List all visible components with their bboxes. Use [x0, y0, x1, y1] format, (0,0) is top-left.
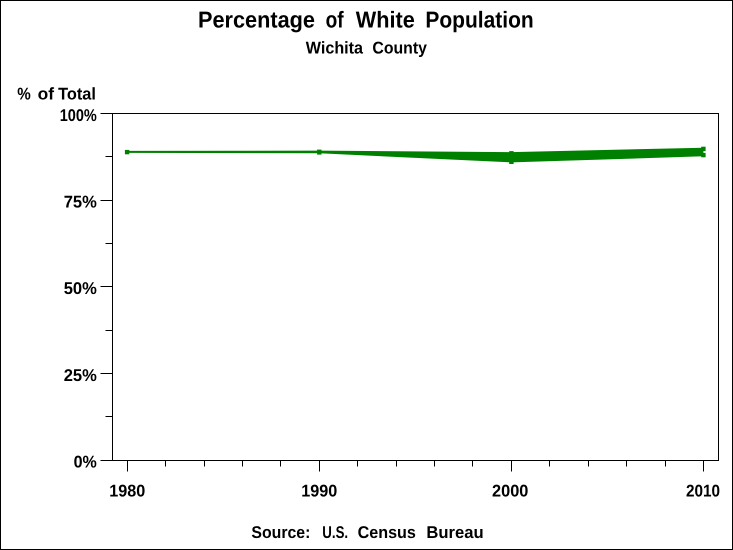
svg-text:25%: 25% — [64, 366, 97, 385]
svg-text:1990: 1990 — [301, 482, 337, 501]
svg-text:50%: 50% — [64, 279, 97, 298]
svg-text:%: % — [17, 85, 31, 104]
svg-text:U.S.: U.S. — [322, 523, 348, 542]
svg-text:Wichita: Wichita — [306, 38, 364, 57]
svg-text:1980: 1980 — [109, 482, 145, 501]
svg-text:2010: 2010 — [686, 482, 720, 501]
svg-text:2000: 2000 — [492, 482, 528, 501]
svg-text:of: of — [326, 6, 344, 32]
svg-text:0%: 0% — [74, 453, 97, 472]
svg-text:Census: Census — [358, 523, 416, 542]
svg-text:Bureau: Bureau — [426, 523, 483, 542]
svg-text:Total: Total — [58, 85, 96, 104]
svg-text:County: County — [372, 38, 427, 57]
svg-text:Percentage: Percentage — [198, 6, 315, 32]
svg-text:100%: 100% — [60, 106, 97, 125]
svg-text:75%: 75% — [64, 193, 97, 212]
svg-text:Source:: Source: — [251, 523, 310, 542]
svg-text:of: of — [38, 85, 55, 104]
svg-text:Population: Population — [425, 6, 533, 32]
svg-text:White: White — [356, 6, 415, 32]
